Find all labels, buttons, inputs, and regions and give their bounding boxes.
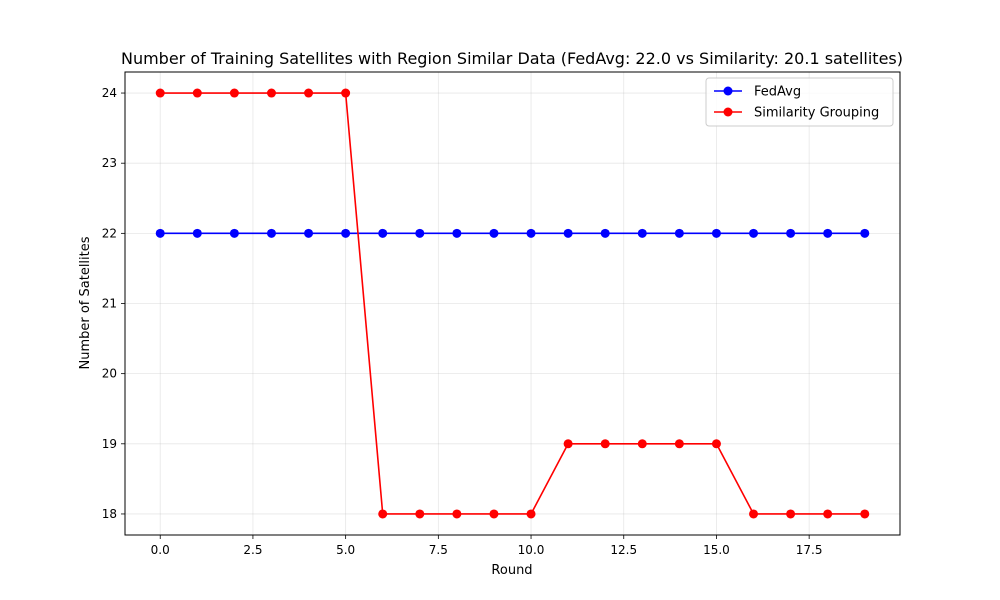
data-point-similarity-grouping [749,509,759,519]
series-layer [155,88,870,519]
data-point-fedavg [415,228,425,238]
data-point-fedavg [229,228,239,238]
data-point-similarity-grouping [563,439,573,449]
data-point-similarity-grouping [860,509,870,519]
x-axis-title: Round [491,563,532,578]
y-tick-label: 21 [102,297,117,311]
legend-item-fedavg: FedAvg [714,85,801,100]
data-point-fedavg [452,228,462,238]
x-tick-label: 10.0 [518,543,545,557]
data-point-similarity-grouping [155,88,165,98]
legend-box [705,77,894,127]
y-tick-label: 24 [102,86,117,100]
data-point-fedavg [266,228,276,238]
data-point-fedavg [304,228,314,238]
legend-label-fedavg: FedAvg [754,85,801,100]
data-point-fedavg [563,228,573,238]
data-point-similarity-grouping [489,509,499,519]
data-point-similarity-grouping [674,439,684,449]
data-point-fedavg [823,228,833,238]
x-tick-label: 0.0 [151,543,170,557]
legend-marker-similarity-grouping [723,107,733,117]
data-point-fedavg [526,228,536,238]
data-point-similarity-grouping [415,509,425,519]
data-point-fedavg [600,228,610,238]
data-point-fedavg [674,228,684,238]
legend-item-similarity-grouping: Similarity Grouping [714,106,879,121]
legend-label-similarity-grouping: Similarity Grouping [754,106,879,121]
y-tick-label: 23 [102,156,117,170]
y-axis: 18 19 20 21 22 23 24 [102,86,125,521]
y-axis-title: Number of Satellites [78,236,93,369]
legend-marker-fedavg [723,86,733,96]
x-tick-label: 12.5 [610,543,637,557]
data-point-similarity-grouping [823,509,833,519]
data-point-similarity-grouping [341,88,351,98]
legend: FedAvg Similarity Grouping [705,77,894,127]
data-point-fedavg [192,228,202,238]
x-axis: 0.0 2.5 5.0 7.5 10.0 12.5 15.0 17.5 [151,535,823,557]
data-point-fedavg [786,228,796,238]
data-point-fedavg [711,228,721,238]
data-point-fedavg [341,228,351,238]
y-tick-label: 19 [102,437,117,451]
data-point-fedavg [637,228,647,238]
data-point-similarity-grouping [378,509,388,519]
data-point-similarity-grouping [526,509,536,519]
data-point-similarity-grouping [786,509,796,519]
data-point-similarity-grouping [452,509,462,519]
data-point-similarity-grouping [266,88,276,98]
series-line-similarity-grouping [160,92,865,515]
y-tick-label: 22 [102,226,117,240]
data-point-similarity-grouping [192,88,202,98]
x-tick-label: 2.5 [243,543,262,557]
data-point-fedavg [860,228,870,238]
series-similarity-grouping [155,88,870,519]
y-tick-label: 18 [102,507,117,521]
legend-items: FedAvg Similarity Grouping [714,85,879,121]
x-tick-label: 17.5 [796,543,823,557]
data-point-fedavg [378,228,388,238]
grid-lines [125,72,900,535]
x-tick-label: 5.0 [336,543,355,557]
x-tick-label: 15.0 [703,543,730,557]
data-point-fedavg [489,228,499,238]
series-fedavg [155,228,870,238]
data-point-similarity-grouping [304,88,314,98]
data-point-similarity-grouping [637,439,647,449]
chart-title: Number of Training Satellites with Regio… [121,49,903,68]
data-point-similarity-grouping [600,439,610,449]
x-tick-label: 7.5 [429,543,448,557]
y-tick-label: 20 [102,367,117,381]
data-point-fedavg [749,228,759,238]
data-point-fedavg [155,228,165,238]
data-point-similarity-grouping [229,88,239,98]
data-point-similarity-grouping [711,439,721,449]
